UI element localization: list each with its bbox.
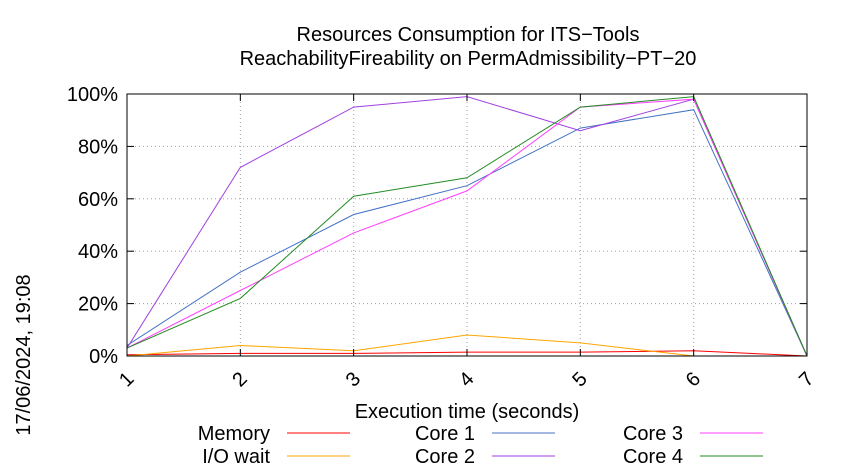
legend-label: Core 4	[623, 446, 683, 468]
x-tick-label: 6	[682, 368, 705, 391]
y-tick-label: 20%	[78, 294, 118, 316]
axis-ticks: 0% 20% 40% 60% 80% 100% 1 2 3 4 5 6 7	[67, 84, 819, 391]
legend-label: I/O wait	[202, 446, 270, 468]
series-line	[126, 98, 808, 357]
y-tick-label: 80%	[78, 136, 118, 158]
legend-label: Core 1	[415, 423, 475, 445]
x-tick-label: 7	[795, 368, 818, 391]
grid	[127, 94, 807, 356]
y-tick-label: 60%	[78, 189, 118, 211]
x-tick-label: 3	[342, 368, 365, 391]
x-tick-label: 5	[568, 368, 591, 391]
x-tick-label: 4	[455, 368, 478, 391]
chart-subtitle: ReachabilityFireability on PermAdmissibi…	[240, 48, 697, 70]
x-tick-label: 1	[115, 368, 138, 391]
y-tick-label: 100%	[67, 84, 118, 106]
y-tick-label: 40%	[78, 241, 118, 263]
y-tick-label: 0%	[89, 346, 118, 368]
series-line	[126, 109, 808, 357]
legend-label: Memory	[198, 423, 270, 445]
chart-title: Resources Consumption for ITS−Tools	[297, 24, 640, 46]
legend-label: Core 2	[415, 446, 475, 468]
side-timestamp: 17/06/2024, 19:08	[13, 274, 35, 435]
legend-label: Core 3	[623, 423, 683, 445]
x-tick-label: 2	[228, 368, 251, 391]
x-axis-label: Execution time (seconds)	[355, 401, 580, 423]
